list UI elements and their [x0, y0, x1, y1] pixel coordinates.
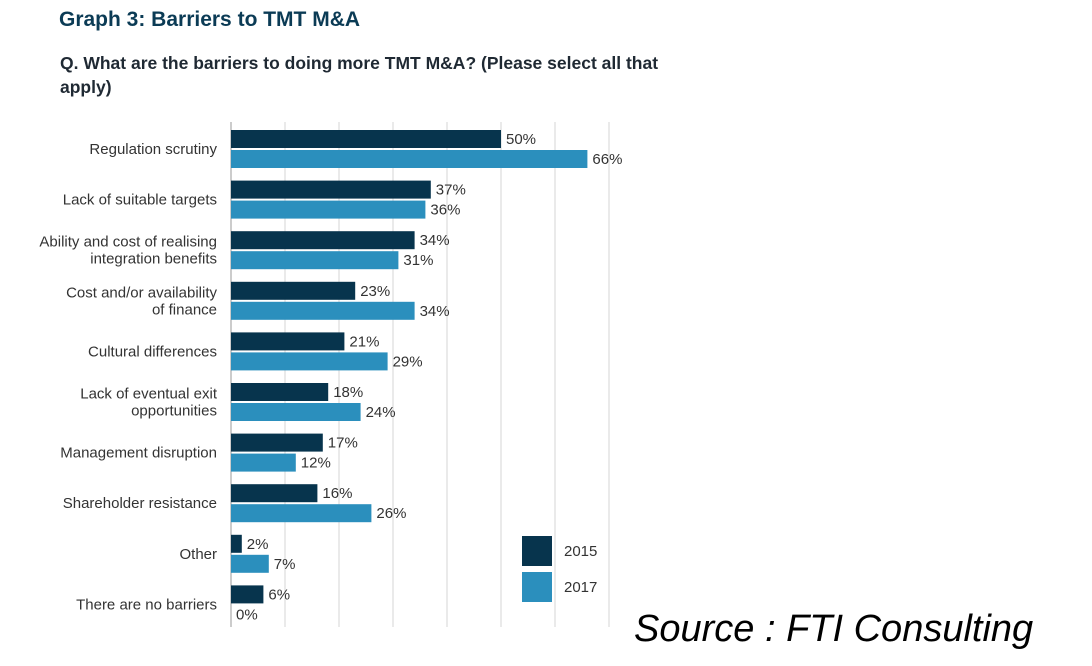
value-label-2017: 66%	[592, 151, 622, 168]
bar-2015	[231, 383, 329, 401]
value-label-2015: 18%	[333, 384, 363, 401]
bar-2017	[231, 251, 399, 270]
source-note: Source : FTI Consulting	[634, 608, 1034, 650]
value-label-2015: 50%	[506, 131, 536, 148]
value-label-2017: 24%	[366, 404, 396, 421]
value-label-2017: 0%	[236, 606, 258, 623]
value-label-2017: 34%	[420, 303, 450, 320]
bar-2017	[231, 504, 372, 523]
value-label-2015: 2%	[247, 536, 269, 553]
category-label: Lack of eventual exit opportunities	[80, 386, 218, 420]
bar-2017	[231, 200, 426, 219]
bar-2015	[231, 332, 345, 351]
bar-2015	[231, 281, 356, 300]
bar-2017	[231, 150, 588, 168]
legend-label-2015: 2015	[564, 543, 597, 560]
value-label-2017: 29%	[393, 353, 423, 370]
bar-2015	[231, 534, 242, 553]
bar-2017	[231, 352, 388, 371]
category-label: There are no barriers	[76, 596, 217, 613]
value-label-2017: 12%	[301, 455, 331, 472]
chart-question: Q. What are the barriers to doing more T…	[60, 53, 659, 97]
bar-2017	[231, 453, 296, 472]
bar-2015	[231, 433, 323, 452]
bar-2015	[231, 130, 501, 148]
value-label-2015: 34%	[420, 232, 450, 249]
category-label: Cultural differences	[88, 343, 217, 360]
bar-2017	[231, 301, 415, 320]
category-label: Cost and/or availability of finance	[66, 284, 217, 318]
value-label-2015: 21%	[349, 333, 379, 350]
bar-2015	[231, 231, 415, 250]
category-label: Regulation scrutiny	[89, 141, 217, 158]
legend-swatch-2015	[522, 536, 552, 566]
bar-2015	[231, 180, 431, 199]
bar-2015	[231, 585, 264, 604]
value-label-2017: 36%	[430, 202, 460, 219]
value-label-2017: 31%	[403, 252, 433, 269]
category-label: Management disruption	[60, 445, 217, 462]
category-label: Shareholder resistance	[63, 495, 217, 512]
legend-label-2017: 2017	[564, 579, 597, 596]
category-label: Other	[179, 546, 217, 563]
value-label-2015: 37%	[436, 182, 466, 199]
value-label-2017: 7%	[274, 556, 296, 573]
value-label-2015: 17%	[328, 435, 358, 452]
bar-2015	[231, 484, 318, 503]
bar-2017	[231, 403, 361, 421]
value-label-2015: 23%	[360, 283, 390, 300]
legend-swatch-2017	[522, 572, 552, 602]
category-label: Lack of suitable targets	[63, 192, 217, 209]
chart-title: Graph 3: Barriers to TMT M&A	[59, 8, 361, 31]
value-label-2017: 26%	[376, 505, 406, 522]
value-label-2015: 16%	[322, 485, 352, 502]
value-label-2015: 6%	[268, 586, 290, 603]
category-label: Ability and cost of realising integration…	[39, 234, 217, 268]
bar-2017	[231, 554, 269, 573]
